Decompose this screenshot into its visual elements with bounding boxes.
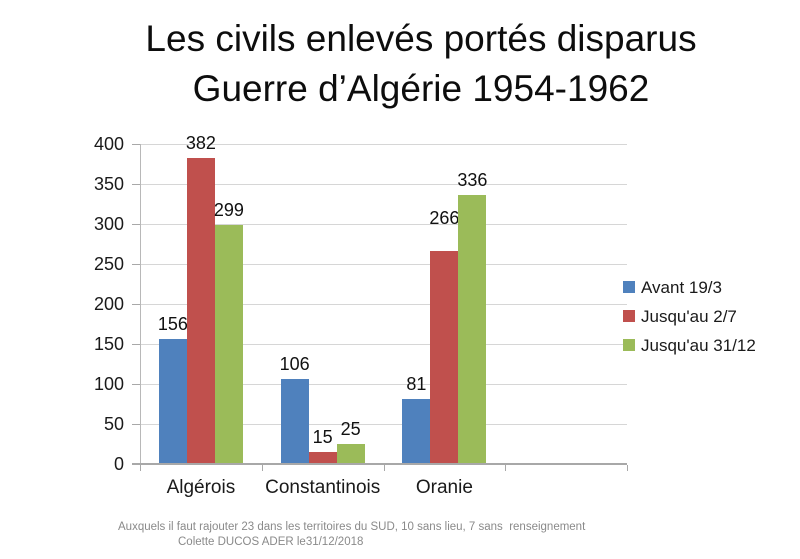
y-axis-label: 250	[93, 254, 124, 274]
bar	[280, 379, 309, 464]
bar	[186, 158, 215, 464]
y-axis-label: 100	[93, 374, 124, 394]
y-axis-label: 50	[103, 414, 124, 434]
gridline	[140, 423, 627, 425]
gridline	[140, 223, 627, 225]
y-axis-label: 400	[93, 134, 124, 154]
legend-item: Jusqu'au 2/7	[623, 306, 756, 326]
legend-swatch	[623, 310, 635, 322]
legend-item: Avant 19/3	[623, 277, 756, 297]
legend-item: Jusqu'au 31/12	[623, 335, 756, 355]
title-line-1: Les civils enlevés portés disparus	[145, 18, 697, 59]
gridline	[140, 263, 627, 265]
y-axis-tick	[132, 303, 140, 305]
bar	[458, 195, 487, 464]
gridline	[140, 143, 627, 145]
category-label: Algérois	[166, 477, 236, 498]
bar-value-label: 336	[457, 170, 488, 191]
x-axis-line	[132, 463, 627, 465]
bar-value-label: 382	[185, 133, 216, 154]
bar-value-label: 106	[279, 354, 310, 375]
category-label: Constantinois	[265, 477, 381, 498]
footnote-line-2: Colette DUCOS ADER le31/12/2018	[178, 536, 364, 548]
y-axis-tick	[132, 423, 140, 425]
gridline	[140, 183, 627, 185]
gridline	[140, 303, 627, 305]
y-axis-tick	[132, 383, 140, 385]
legend-label: Jusqu'au 2/7	[641, 306, 737, 326]
y-axis-label: 0	[113, 454, 124, 474]
x-axis-tick	[627, 465, 628, 471]
category-label: Oranie	[415, 477, 473, 498]
bar-value-label: 266	[429, 208, 460, 229]
x-axis-tick	[261, 465, 263, 471]
legend-swatch	[623, 339, 635, 351]
y-axis-tick	[132, 143, 140, 145]
gridline	[140, 383, 627, 385]
bar	[214, 224, 243, 464]
y-axis-tick	[132, 223, 140, 225]
bar-value-label: 81	[406, 374, 427, 395]
legend-label: Jusqu'au 31/12	[641, 335, 756, 355]
x-axis-tick	[505, 465, 507, 471]
chart-area: 0 50 100 150 200 250 300 350 400 156 382 299 Algéroi…	[93, 133, 628, 498]
y-axis-tick	[132, 183, 140, 185]
bar-value-label: 299	[213, 199, 244, 220]
y-axis-label: 200	[93, 294, 124, 314]
y-axis-line	[140, 144, 141, 464]
title-line-2: Guerre d’Algérie 1954-1962	[192, 68, 650, 109]
bar	[308, 452, 337, 464]
legend-swatch	[623, 281, 635, 293]
footnote-line-1: Auxquels il faut rajouter 23 dans les te…	[118, 521, 586, 533]
bar-value-label: 15	[312, 427, 333, 447]
y-axis-label: 350	[93, 174, 124, 194]
legend: Avant 19/3 Jusqu'au 2/7 Jusqu'au 31/12	[623, 279, 756, 366]
bar	[430, 251, 459, 464]
bar	[402, 399, 431, 464]
bar	[336, 444, 365, 464]
bar-value-label: 25	[340, 419, 361, 439]
x-axis-tick	[383, 465, 385, 471]
y-axis-tick	[132, 343, 140, 345]
bar-value-label: 156	[157, 314, 188, 335]
y-axis-label: 150	[93, 334, 124, 354]
gridline	[140, 343, 627, 345]
y-axis-tick	[132, 263, 140, 265]
bar	[158, 339, 187, 464]
legend-label: Avant 19/3	[641, 277, 722, 297]
y-axis-label: 300	[93, 214, 124, 234]
slide-title: Les civils enlevés portés disparus Guerr…	[42, 14, 800, 114]
x-axis-tick	[140, 465, 141, 471]
